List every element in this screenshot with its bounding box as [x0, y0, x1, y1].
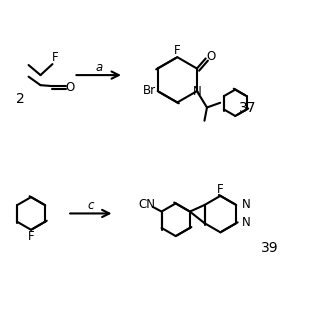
- Text: Br: Br: [143, 84, 156, 97]
- Text: 37: 37: [239, 101, 257, 115]
- Text: F: F: [52, 51, 59, 64]
- Text: N: N: [242, 198, 251, 211]
- Text: N: N: [242, 216, 251, 229]
- Text: 2: 2: [16, 92, 24, 106]
- Text: a: a: [95, 61, 102, 74]
- Text: F: F: [174, 44, 180, 57]
- Text: c: c: [88, 199, 94, 212]
- Text: F: F: [217, 183, 224, 196]
- Text: N: N: [193, 85, 201, 98]
- Text: CN: CN: [138, 197, 155, 211]
- Text: O: O: [206, 50, 216, 63]
- Text: F: F: [28, 229, 34, 243]
- Text: O: O: [65, 81, 74, 94]
- Text: 39: 39: [261, 241, 279, 255]
